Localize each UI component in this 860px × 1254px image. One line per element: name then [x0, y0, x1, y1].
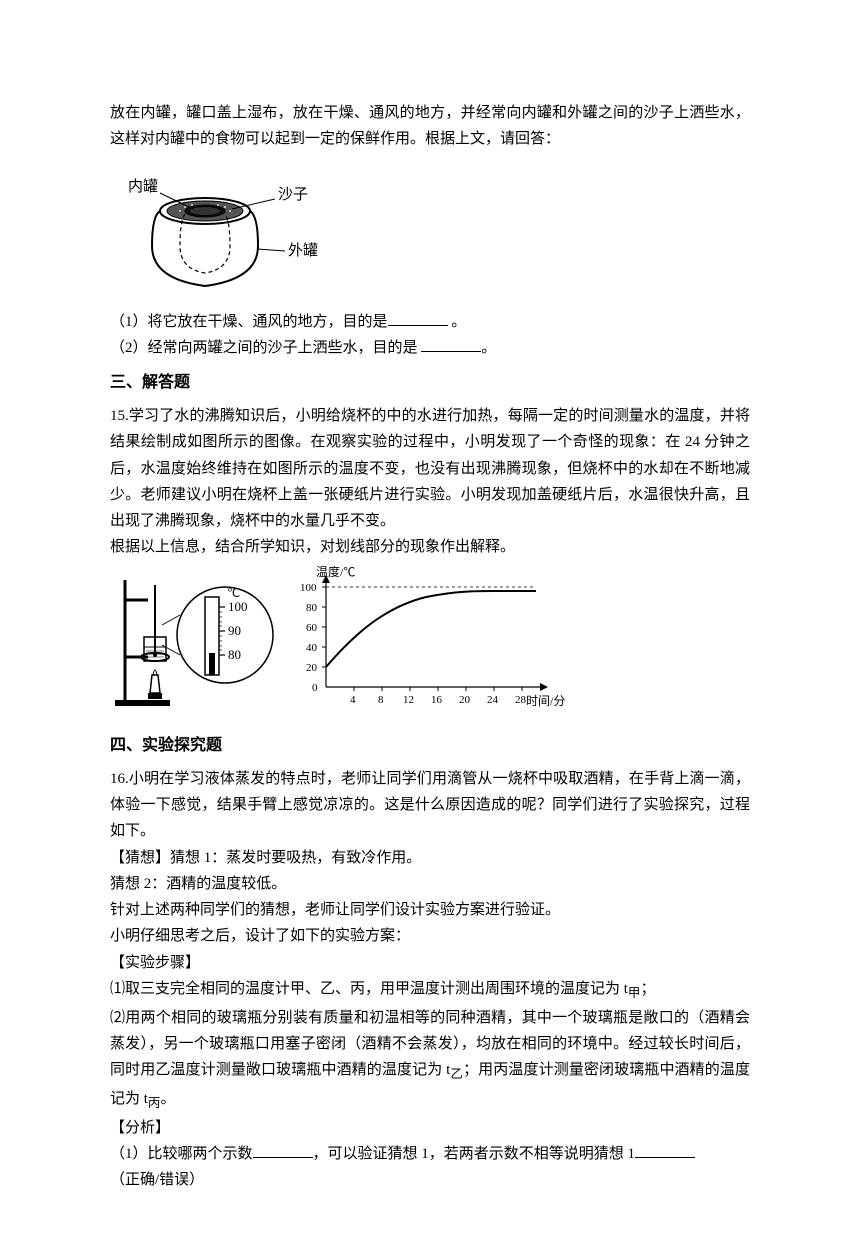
q16-analysis-1-tail: （正确/错误）	[110, 1167, 750, 1193]
blank-field[interactable]	[388, 310, 448, 326]
q16-paragraph-1: 16.小明在学习液体蒸发的特点时，老师让同学们用滴管从一烧杯中吸取酒精，在手背上…	[110, 766, 750, 845]
blank-field[interactable]	[635, 1142, 695, 1158]
label-sand: 沙子	[278, 186, 308, 203]
q1-text: （1）将它放在干燥、通风的地方，目的是	[110, 314, 388, 330]
q2-text: （2）经常向两罐之间的沙子上洒些水，目的是	[110, 340, 421, 356]
svg-text:4: 4	[350, 694, 356, 706]
pot-diagram: 内罐 沙子 外罐	[110, 161, 750, 301]
svg-text:16: 16	[431, 694, 443, 706]
q16-step-2: ⑵用两个相同的玻璃瓶分别装有质量和初温相等的同种酒精，其中一个玻璃瓶是敞口的（酒…	[110, 1005, 750, 1115]
svg-text:80: 80	[306, 602, 318, 614]
svg-text:12: 12	[403, 694, 414, 706]
subscript-jia: 甲	[628, 986, 641, 1000]
svg-text:24: 24	[487, 694, 499, 706]
blank-field[interactable]	[421, 336, 481, 352]
tick-90: 90	[228, 623, 241, 638]
tick-80: 80	[228, 647, 241, 662]
svg-text:100: 100	[300, 582, 317, 594]
svg-text:20: 20	[306, 662, 318, 674]
subscript-bing: 丙	[148, 1096, 161, 1110]
subscript-yi: 乙	[450, 1067, 463, 1081]
apparatus-diagram: ℃ 100 90 80	[110, 565, 280, 724]
q16-paragraph-2: 针对上述两种同学们的猜想，老师让同学们设计实验方案进行验证。	[110, 897, 750, 923]
intro-paragraph: 放在内罐，罐口盖上湿布，放在干燥、通风的地方，并经常向内罐和外罐之间的沙子上洒些…	[110, 100, 750, 153]
q1-tail: 。	[448, 314, 467, 330]
q2-tail: 。	[481, 340, 496, 356]
label-outer: 外罐	[288, 242, 318, 259]
section-4-heading: 四、实验探究题	[110, 732, 750, 760]
q16-step-1: ⑴取三支完全相同的温度计甲、乙、丙，用甲温度计测出周围环境的温度记为 t甲；	[110, 976, 750, 1005]
svg-text:20: 20	[459, 694, 471, 706]
section-3-heading: 三、解答题	[110, 369, 750, 397]
q16-analysis-heading: 【分析】	[110, 1115, 750, 1141]
x-axis-label: 时间/分	[526, 694, 565, 708]
svg-text:60: 60	[306, 622, 318, 634]
svg-text:0: 0	[312, 682, 318, 694]
q15-paragraph-1: 15.学习了水的沸腾知识后，小明给烧杯的中的水进行加热，每隔一定的时间测量水的温…	[110, 403, 750, 534]
q15-paragraph-2: 根据以上信息，结合所学知识，对划线部分的现象作出解释。	[110, 534, 750, 560]
q16-steps-heading: 【实验步骤】	[110, 950, 750, 976]
q16-guess-2: 猜想 2：酒精的温度较低。	[110, 871, 750, 897]
y-axis-label: 温度/℃	[316, 565, 355, 579]
blank-field[interactable]	[253, 1142, 313, 1158]
tick-100: 100	[228, 599, 248, 614]
q14-sub2: （2）经常向两罐之间的沙子上洒些水，目的是 。	[110, 335, 750, 361]
svg-text:40: 40	[306, 642, 318, 654]
svg-text:8: 8	[378, 694, 384, 706]
unit-label: ℃	[227, 586, 240, 600]
svg-text:28: 28	[515, 694, 527, 706]
q16-paragraph-3: 小明仔细思考之后，设计了如下的实验方案：	[110, 923, 750, 949]
q16-guess-1: 【猜想】猜想 1：蒸发时要吸热，有致冷作用。	[110, 845, 750, 871]
label-inner: 内罐	[128, 178, 158, 195]
q14-sub1: （1）将它放在干燥、通风的地方，目的是 。	[110, 309, 750, 335]
q16-analysis-1: （1）比较哪两个示数，可以验证猜想 1，若两者示数不相等说明猜想 1	[110, 1141, 750, 1167]
temperature-chart: 0 20 40 60 80 100 4 8 12 16 20 24 28 温度/…	[288, 565, 568, 724]
